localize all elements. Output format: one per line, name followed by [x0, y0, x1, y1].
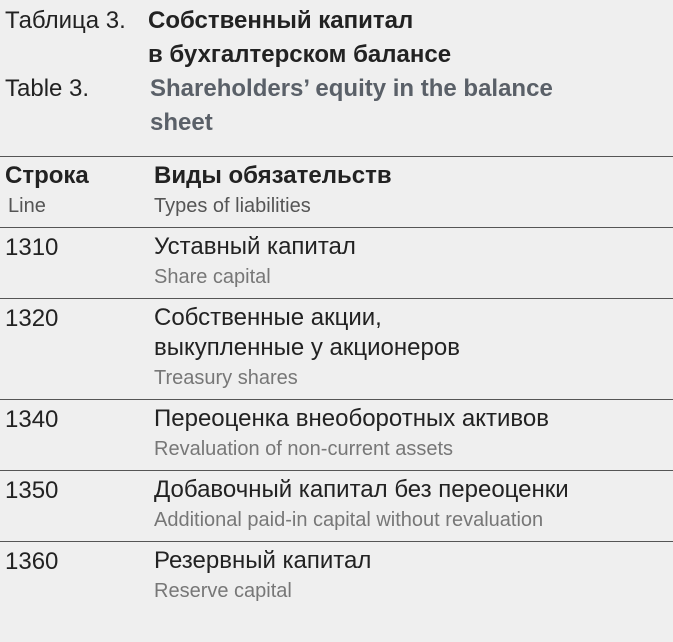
header-cell: Виды обязательств Types of liabilities	[154, 157, 673, 227]
cell: Переоценка внеоборотных активов Revaluati…	[154, 400, 673, 470]
item-ru: Переоценка внеоборотных активов	[154, 405, 549, 432]
line-code: 1360	[5, 548, 59, 575]
header-row: Строка Line Виды обязательств Types of liab…	[0, 156, 673, 227]
column-title-ru: Виды обязательств	[154, 162, 392, 189]
table-row: 1310 Уставный капитал Share capital	[0, 227, 673, 298]
item-en: Revaluation of non-current assets	[154, 438, 454, 460]
item-en: Treasury shares	[154, 367, 298, 389]
item-ru: Добавочный капитал без переоценки	[154, 476, 569, 503]
cell: Собственные акции, выкупленные у акционер…	[154, 299, 673, 399]
header-cell: Строка Line	[5, 161, 89, 221]
table-row: 1360 Резервный капитал Reserve capital	[0, 541, 673, 612]
table-row: 1320 Собственные акции, выкупленные у акци…	[0, 298, 673, 399]
title-en-line: Shareholders’ equity in the balance	[150, 75, 553, 102]
line-code: 1320	[5, 305, 59, 332]
label-ru: Таблица 3.	[5, 7, 126, 34]
column-title-en: Types of liabilities	[154, 195, 311, 217]
line-code: 1340	[5, 406, 59, 433]
table: Строка Line Виды обязательств Types of liab…	[0, 156, 673, 612]
item-ru: Резервный капитал	[154, 547, 372, 574]
title-ru-line: Собственный капитал	[148, 7, 414, 34]
item-en: Share capital	[154, 266, 271, 288]
label-en: Table 3.	[5, 75, 90, 102]
item-ru: выкупленные у акционеров	[154, 334, 460, 361]
item-en: Additional paid-in capital without reval…	[154, 509, 544, 531]
title-en-line: sheet	[150, 109, 213, 136]
column-title-en: Line	[8, 195, 46, 217]
line-code: 1350	[5, 477, 59, 504]
cell: Резервный капитал Reserve capital	[154, 542, 673, 612]
item-en: Reserve capital	[154, 580, 292, 602]
column-title-ru: Строка	[5, 162, 89, 189]
table-row: 1340 Переоценка внеоборотных активов Reval…	[0, 399, 673, 470]
title-ru-line: в бухгалтерском балансе	[148, 41, 452, 68]
item-ru: Собственные акции,	[154, 304, 382, 331]
item-ru: Уставный капитал	[154, 233, 356, 260]
table-row: 1350 Добавочный капитал без переоценки Add…	[0, 470, 673, 541]
line-code: 1310	[5, 234, 59, 261]
cell: Добавочный капитал без переоценки Additio…	[154, 471, 673, 541]
cell: Уставный капитал Share capital	[154, 228, 673, 298]
